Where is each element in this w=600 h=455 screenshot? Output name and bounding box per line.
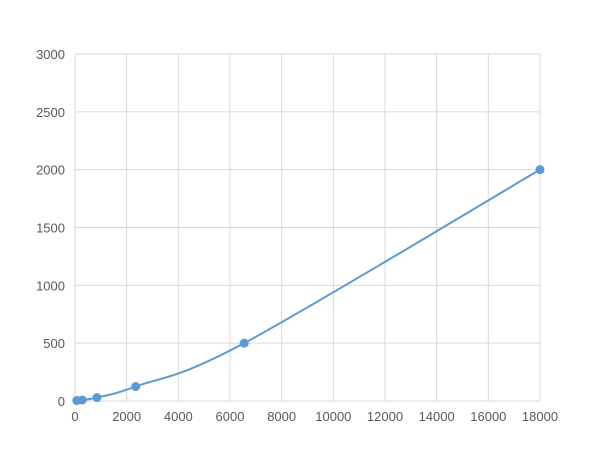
x-tick-label: 14000 [419, 409, 455, 424]
x-tick-label: 18000 [522, 409, 558, 424]
y-tick-label: 2500 [36, 105, 65, 120]
data-point [92, 393, 102, 403]
x-tick-label: 6000 [216, 409, 245, 424]
x-tick-label: 0 [71, 409, 78, 424]
x-tick-label: 2000 [112, 409, 141, 424]
x-tick-label: 4000 [164, 409, 193, 424]
y-tick-label: 1500 [36, 221, 65, 236]
data-point [535, 165, 545, 175]
x-tick-label: 12000 [367, 409, 403, 424]
y-tick-label: 2000 [36, 163, 65, 178]
data-point [77, 395, 87, 405]
x-tick-label: 8000 [267, 409, 296, 424]
y-tick-label: 3000 [36, 47, 65, 62]
y-tick-label: 1000 [36, 278, 65, 293]
y-tick-label: 500 [43, 336, 65, 351]
y-tick-label: 0 [58, 394, 65, 409]
x-tick-label: 16000 [470, 409, 506, 424]
data-point [239, 338, 249, 348]
data-point [131, 382, 141, 392]
x-tick-label: 10000 [315, 409, 351, 424]
